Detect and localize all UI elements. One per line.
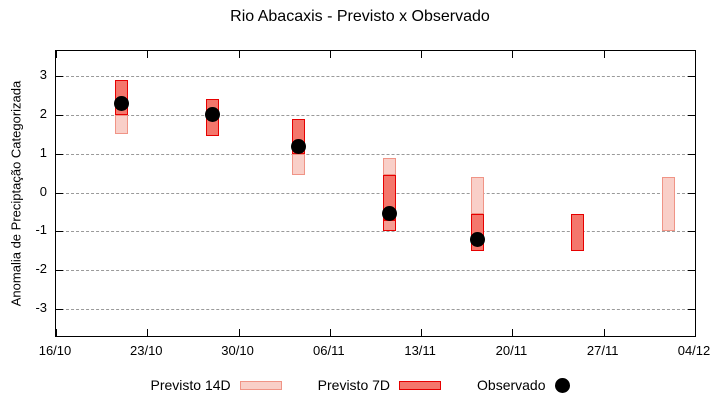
y-tick-right xyxy=(688,270,695,272)
gridline xyxy=(56,153,695,155)
observado-dot xyxy=(204,107,220,123)
x-tick-bottom xyxy=(421,329,423,336)
y-tick-label: -1 xyxy=(35,222,47,238)
bar-previsto-14d xyxy=(383,157,397,176)
gridline xyxy=(56,231,695,233)
x-tick-top xyxy=(695,51,696,58)
y-tick-right xyxy=(688,114,695,116)
chart-title: Rio Abacaxis - Previsto x Observado xyxy=(230,8,490,25)
gridline xyxy=(56,270,695,272)
legend: Previsto 14D Previsto 7D Observado xyxy=(0,375,720,395)
y-tick-right xyxy=(688,153,695,155)
x-tick-top xyxy=(329,51,331,58)
observado-dot xyxy=(382,206,398,222)
y-tick-left xyxy=(56,114,63,116)
plot-area xyxy=(55,50,696,337)
x-tick-top xyxy=(238,51,240,58)
y-tick-right xyxy=(688,192,695,194)
y-tick-left xyxy=(56,231,63,233)
bar-previsto-7d xyxy=(383,219,397,232)
x-tick-bottom xyxy=(603,329,605,336)
gridline xyxy=(56,308,695,310)
gridline xyxy=(56,76,695,78)
legend-swatch-previsto-7d-icon xyxy=(399,380,442,390)
observado-dot xyxy=(291,138,307,154)
y-tick-label: 2 xyxy=(39,105,47,121)
x-tick-label: 06/11 xyxy=(313,343,345,358)
x-tick-top xyxy=(421,51,423,58)
x-tick-label: 20/11 xyxy=(495,343,528,358)
observado-dot xyxy=(113,95,129,111)
x-tick-bottom xyxy=(147,329,149,336)
x-tick-label: 04/12 xyxy=(677,343,711,358)
y-tick-label: 3 xyxy=(39,67,47,83)
legend-entry-previsto-7d: Previsto 7D xyxy=(317,377,442,393)
x-tick-bottom xyxy=(512,329,514,336)
gridline xyxy=(56,114,695,116)
x-tick-top xyxy=(603,51,605,58)
y-tick-label: 0 xyxy=(39,183,47,199)
x-tick-bottom xyxy=(329,329,331,336)
y-tick-left xyxy=(56,76,63,78)
x-tick-bottom xyxy=(238,329,240,336)
x-tick-bottom xyxy=(695,329,696,336)
legend-swatch-previsto-14d-icon xyxy=(239,380,282,390)
legend-label-observado: Observado xyxy=(477,377,546,393)
y-tick-label: 1 xyxy=(39,144,47,160)
x-tick-top xyxy=(147,51,149,58)
bar-previsto-14d xyxy=(662,177,676,232)
y-tick-label: -3 xyxy=(35,299,47,315)
x-tick-label: 16/10 xyxy=(38,343,72,358)
y-tick-left xyxy=(56,270,63,272)
legend-observado-dot-icon xyxy=(554,377,570,393)
bar-previsto-14d xyxy=(292,153,306,176)
y-tick-left xyxy=(56,308,63,310)
y-tick-left xyxy=(56,192,63,194)
x-tick-top xyxy=(56,51,57,58)
legend-label-previsto-7d: Previsto 7D xyxy=(317,377,391,393)
bar-previsto-14d xyxy=(470,177,484,214)
bar-previsto-14d xyxy=(114,114,128,135)
x-tick-bottom xyxy=(56,329,57,336)
x-tick-label: 13/11 xyxy=(404,343,436,358)
x-tick-label: 30/10 xyxy=(221,343,254,358)
x-tick-label: 23/10 xyxy=(130,343,163,358)
y-tick-left xyxy=(56,153,63,155)
legend-entry-previsto-14d: Previsto 14D xyxy=(151,377,282,393)
y-tick-label: -2 xyxy=(35,261,47,277)
legend-entry-observado: Observado xyxy=(477,377,570,393)
bar-previsto-7d xyxy=(571,213,585,251)
x-tick-top xyxy=(512,51,514,58)
y-tick-right xyxy=(688,231,695,233)
y-tick-right xyxy=(688,308,695,310)
y-tick-right xyxy=(688,76,695,78)
observado-dot xyxy=(469,231,485,247)
x-tick-label: 27/11 xyxy=(586,343,619,358)
gridline xyxy=(56,192,695,194)
legend-label-previsto-14d: Previsto 14D xyxy=(150,377,231,393)
